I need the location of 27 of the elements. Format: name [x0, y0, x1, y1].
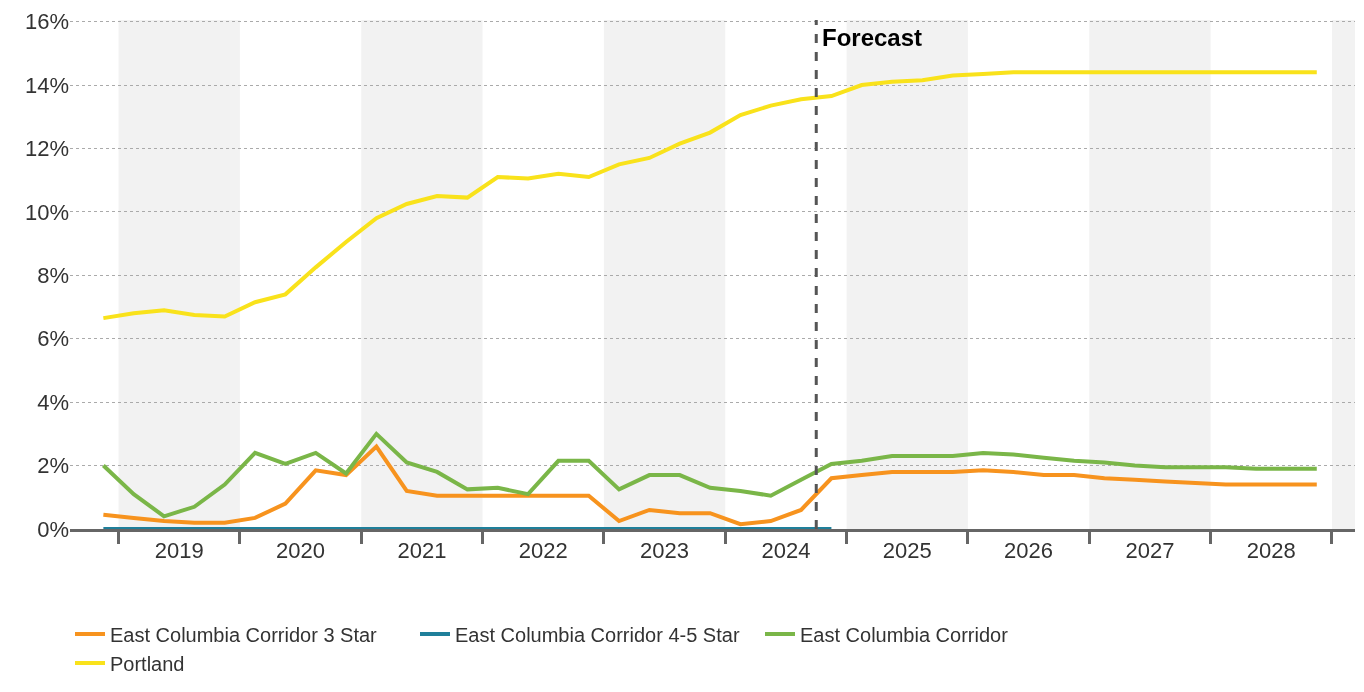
x-tick-label: 2026: [1004, 538, 1054, 564]
x-tick-label: 2020: [276, 538, 326, 564]
x-tick-label: 2024: [761, 538, 811, 564]
y-tick-label: 10%: [24, 199, 69, 225]
y-tick-label: 6%: [37, 326, 69, 352]
x-tick-label: 2025: [882, 538, 932, 564]
y-tick-label: 12%: [24, 136, 69, 162]
y-tick-label: 0%: [37, 516, 69, 542]
x-tick-label: 2028: [1246, 538, 1296, 564]
x-tick-label: 2019: [154, 538, 204, 564]
x-tick-label: 2022: [518, 538, 568, 564]
ref-line-label: Forecast: [822, 24, 923, 51]
line-series: [101, 431, 1319, 519]
y-tick-label: 14%: [24, 72, 69, 98]
y-tick-label: 8%: [37, 262, 69, 288]
line-series: [101, 444, 1319, 527]
legend-label: East Columbia Corridor 3 Star: [110, 623, 378, 646]
y-tick-label: 2%: [37, 453, 69, 479]
x-tick-label: 2021: [397, 538, 447, 564]
x-tick-label: 2027: [1125, 538, 1175, 564]
line-series: [101, 70, 1319, 321]
legend-label: East Columbia Corridor 4-5 Star: [455, 623, 740, 646]
y-tick-label: 4%: [37, 389, 69, 415]
legend-label: East Columbia Corridor: [800, 623, 1009, 646]
legend-label: Portland: [110, 652, 185, 675]
x-tick-label: 2023: [640, 538, 690, 564]
y-tick-label: 16%: [24, 9, 69, 35]
